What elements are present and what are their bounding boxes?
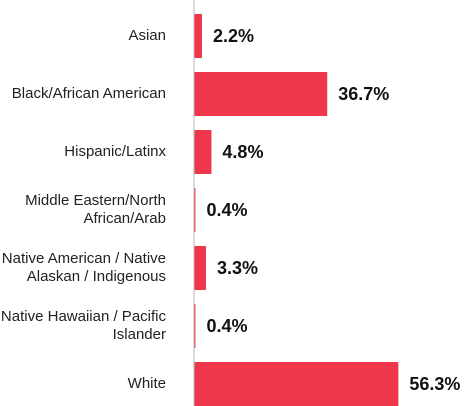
value-label: 4.8% (222, 142, 263, 162)
bar (194, 72, 328, 116)
bar (194, 188, 196, 232)
value-label: 0.4% (206, 316, 247, 336)
bar (194, 246, 206, 290)
bar (194, 130, 212, 174)
category-label: Native Hawaiian / Pacific Islander (0, 308, 166, 343)
bar (194, 304, 196, 348)
value-label: 36.7% (338, 84, 389, 104)
bar (194, 362, 399, 406)
category-label: Native American / Native Alaskan / Indig… (1, 250, 166, 285)
category-label: White (127, 375, 166, 392)
value-label: 3.3% (217, 258, 258, 278)
category-label: Black/African American (11, 85, 166, 102)
value-label: 56.3% (409, 374, 460, 394)
bar (194, 14, 202, 58)
value-label: 0.4% (206, 200, 247, 220)
category-label: Middle Eastern/North African/Arab (25, 192, 166, 227)
category-label: Hispanic/Latinx (64, 143, 166, 160)
value-label: 2.2% (213, 26, 254, 46)
category-label: Asian (128, 27, 166, 44)
